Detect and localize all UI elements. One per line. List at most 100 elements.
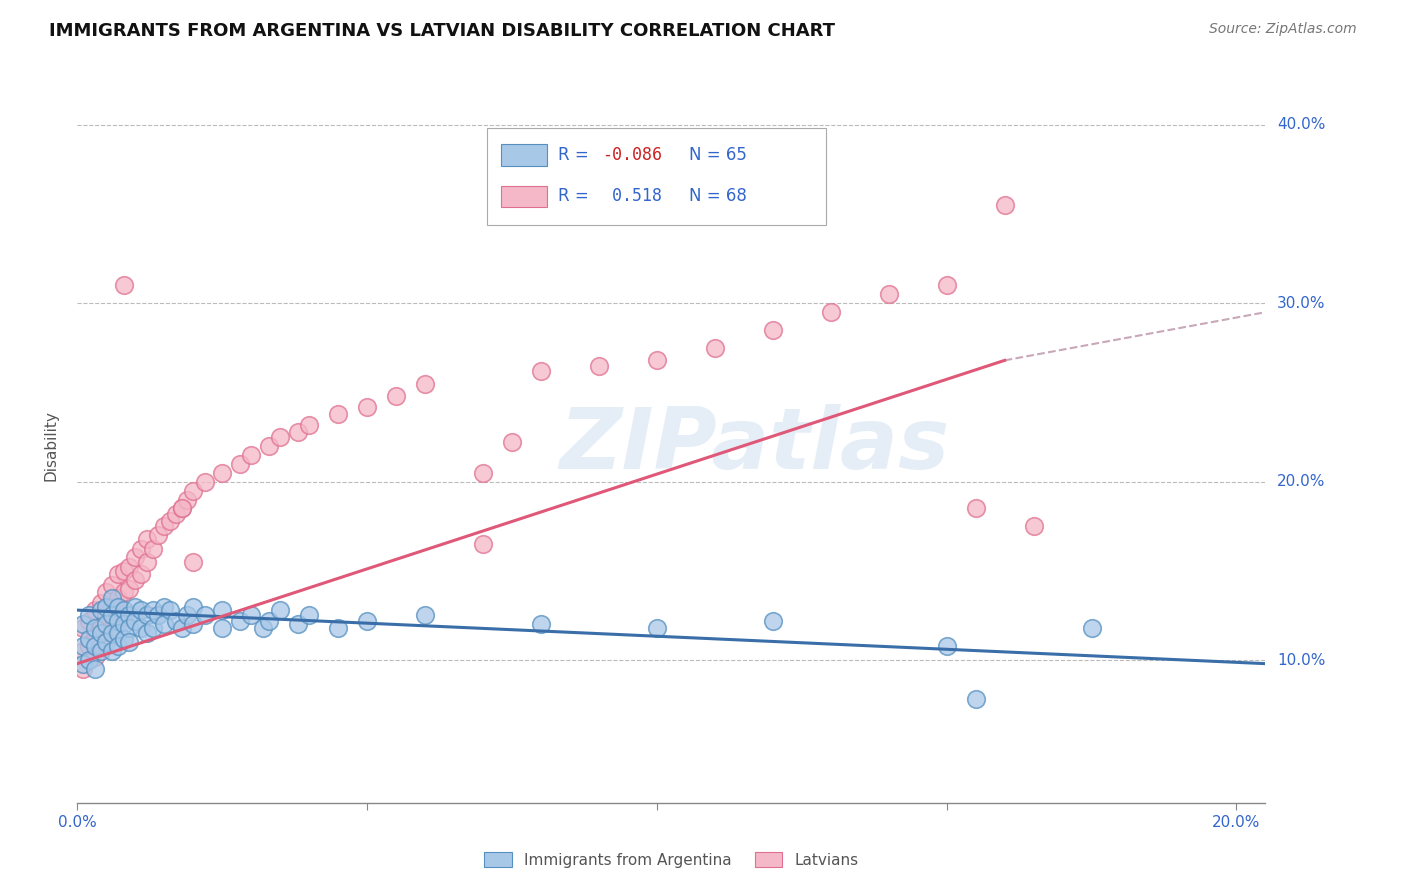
- Point: [112, 603, 135, 617]
- Point: [356, 400, 378, 414]
- Point: [877, 287, 900, 301]
- Point: [124, 614, 146, 628]
- Point: [112, 585, 135, 599]
- Point: [252, 621, 274, 635]
- Point: [77, 632, 100, 646]
- Point: [472, 537, 495, 551]
- Point: [181, 555, 204, 569]
- Point: [96, 608, 118, 623]
- Point: [935, 278, 957, 293]
- Point: [159, 514, 181, 528]
- Point: [101, 608, 124, 623]
- Point: [298, 608, 321, 623]
- Point: [107, 591, 129, 605]
- Point: [588, 359, 610, 373]
- FancyBboxPatch shape: [502, 145, 547, 166]
- Point: [530, 617, 553, 632]
- Point: [194, 475, 217, 489]
- Point: [820, 305, 842, 319]
- Point: [77, 639, 100, 653]
- Point: [142, 542, 165, 557]
- Point: [118, 635, 141, 649]
- Point: [101, 621, 124, 635]
- Point: [112, 278, 135, 293]
- Point: [148, 528, 170, 542]
- Point: [762, 614, 785, 628]
- Point: [83, 626, 105, 640]
- Point: [965, 692, 987, 706]
- Point: [89, 639, 111, 653]
- Point: [107, 639, 129, 653]
- Point: [118, 560, 141, 574]
- Point: [77, 614, 100, 628]
- Point: [176, 492, 198, 507]
- Point: [83, 649, 105, 664]
- Point: [170, 501, 193, 516]
- Point: [72, 639, 94, 653]
- Point: [326, 621, 349, 635]
- Point: [165, 614, 187, 628]
- Point: [298, 417, 321, 432]
- Point: [124, 549, 146, 564]
- Point: [129, 603, 152, 617]
- Point: [211, 466, 233, 480]
- Point: [645, 621, 668, 635]
- Text: R =: R =: [558, 187, 589, 205]
- Point: [118, 582, 141, 596]
- Point: [118, 608, 141, 623]
- Point: [965, 501, 987, 516]
- Point: [101, 599, 124, 614]
- Point: [170, 501, 193, 516]
- Point: [356, 614, 378, 628]
- Point: [72, 657, 94, 671]
- Text: 0.518: 0.518: [602, 187, 662, 205]
- Point: [240, 608, 263, 623]
- Point: [1080, 621, 1102, 635]
- Point: [257, 614, 280, 628]
- Point: [129, 567, 152, 582]
- Text: 10.0%: 10.0%: [1277, 653, 1326, 667]
- Point: [124, 599, 146, 614]
- Point: [89, 626, 111, 640]
- Point: [101, 578, 124, 592]
- Point: [148, 608, 170, 623]
- Point: [159, 603, 181, 617]
- Point: [257, 439, 280, 453]
- Point: [129, 542, 152, 557]
- Point: [413, 608, 436, 623]
- Point: [181, 483, 204, 498]
- Text: Disability: Disability: [44, 410, 59, 482]
- Point: [501, 435, 523, 450]
- FancyBboxPatch shape: [502, 186, 547, 207]
- Point: [112, 632, 135, 646]
- Point: [135, 555, 157, 569]
- Text: -0.086: -0.086: [602, 146, 662, 164]
- Point: [142, 603, 165, 617]
- Point: [530, 364, 553, 378]
- Point: [153, 519, 176, 533]
- Point: [107, 599, 129, 614]
- Point: [118, 621, 141, 635]
- Point: [83, 603, 105, 617]
- Point: [101, 626, 124, 640]
- Point: [153, 599, 176, 614]
- Point: [153, 617, 176, 632]
- Point: [194, 608, 217, 623]
- Text: 40.0%: 40.0%: [1277, 118, 1326, 132]
- Point: [326, 407, 349, 421]
- Text: R =: R =: [558, 146, 589, 164]
- Point: [181, 617, 204, 632]
- Point: [135, 626, 157, 640]
- Point: [211, 603, 233, 617]
- Text: N = 68: N = 68: [689, 187, 747, 205]
- Point: [142, 621, 165, 635]
- Point: [107, 567, 129, 582]
- Point: [269, 603, 291, 617]
- Point: [135, 532, 157, 546]
- Point: [107, 614, 129, 628]
- Point: [181, 599, 204, 614]
- Point: [112, 617, 135, 632]
- Point: [129, 621, 152, 635]
- Point: [77, 608, 100, 623]
- Point: [135, 608, 157, 623]
